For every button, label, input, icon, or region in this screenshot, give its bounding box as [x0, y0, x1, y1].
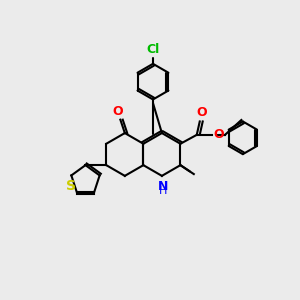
Text: O: O	[196, 106, 206, 119]
Text: Cl: Cl	[146, 44, 160, 56]
Text: O: O	[213, 128, 224, 141]
Text: S: S	[66, 179, 76, 193]
Text: O: O	[112, 105, 123, 118]
Text: N: N	[158, 180, 169, 193]
Text: H: H	[159, 186, 168, 196]
